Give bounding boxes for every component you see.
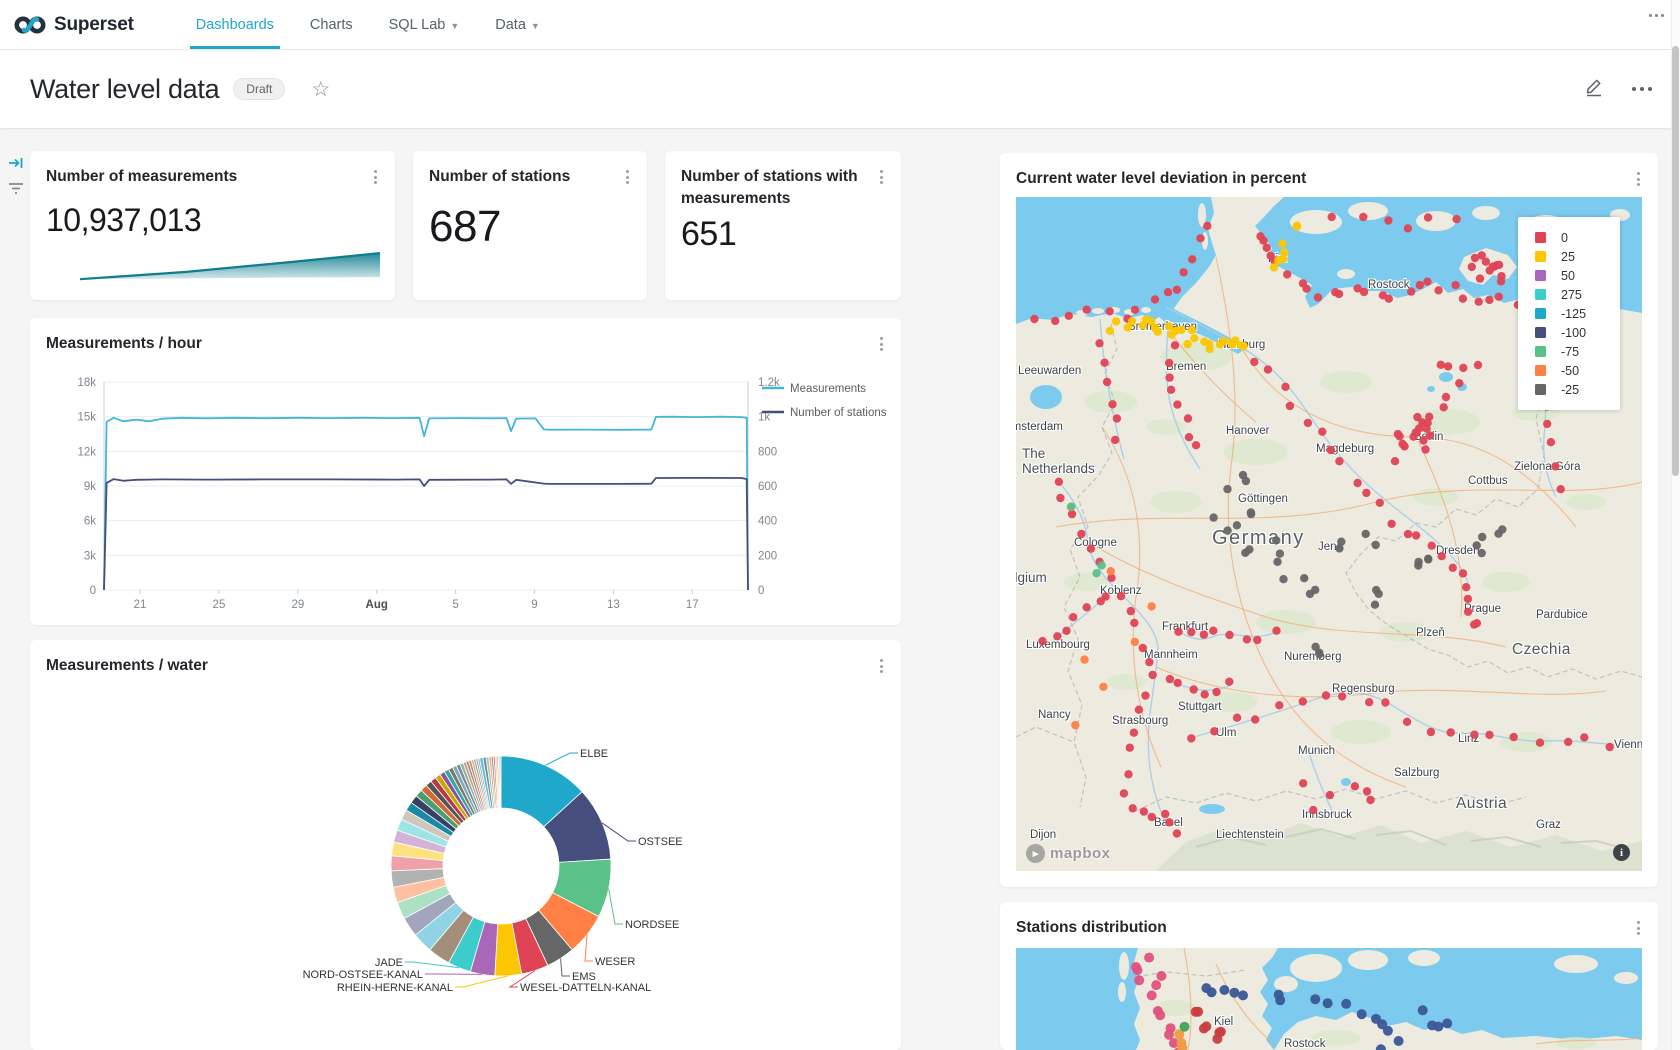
svg-text:15k: 15k <box>77 412 96 424</box>
dashboard-more-menu[interactable] <box>1632 87 1652 91</box>
svg-text:0: 0 <box>758 585 764 597</box>
brand-name: Superset <box>54 13 134 35</box>
edit-pencil-icon[interactable] <box>1584 76 1604 102</box>
chart-title: Measurements / hour <box>46 335 202 352</box>
chart-card-deviation-map: Current water level deviation in percent… <box>1000 153 1658 887</box>
favorite-star-icon[interactable]: ☆ <box>311 77 331 101</box>
draft-badge: Draft <box>233 78 286 100</box>
kebab-menu-icon[interactable] <box>874 333 889 355</box>
svg-text:200: 200 <box>758 550 777 562</box>
superset-logo-icon[interactable] <box>14 0 46 49</box>
kebab-menu-icon[interactable] <box>874 166 889 188</box>
deviation-map-canvas[interactable]: KielRostockBremerhavenHamburgBremenLeeuw… <box>1016 197 1642 871</box>
kebab-menu-icon[interactable] <box>620 166 635 188</box>
donut-slice-label: OSTSEE <box>638 836 683 848</box>
legend-entry: Measurements <box>790 383 866 395</box>
kpi-value: 10,937,013 <box>46 202 202 239</box>
svg-text:0: 0 <box>90 585 96 597</box>
legend-item: 0 <box>1535 228 1620 247</box>
mapbox-attribution: ▸ mapbox <box>1026 844 1111 863</box>
kpi-card-measurements: Number of measurements 10,937,013 <box>30 151 395 300</box>
svg-text:21: 21 <box>134 599 147 611</box>
svg-text:Aug: Aug <box>366 599 388 611</box>
kebab-menu-icon[interactable] <box>368 166 383 188</box>
top-navbar: Superset Dashboards Charts SQL Lab ▼ Data… <box>0 0 1680 50</box>
nav-dashboards[interactable]: Dashboards <box>178 0 292 49</box>
line-chart-canvas: 0 0 3k 200 6k 400 9k 600 12k 800 15k 1k 18k 1.2k 21 25 2… <box>77 377 887 611</box>
legend-item: -100 <box>1535 323 1620 342</box>
svg-text:800: 800 <box>758 446 777 458</box>
legend-item: -50 <box>1535 361 1620 380</box>
kpi-title: Number of stations <box>429 168 571 185</box>
kpi-card-stations: Number of stations 687 <box>413 151 647 300</box>
legend-entry: Number of stations <box>790 407 887 419</box>
page-scrollbar <box>1671 0 1680 1050</box>
kebab-menu-icon[interactable] <box>874 655 889 677</box>
donut-slice-label: EMS <box>572 971 596 983</box>
svg-text:400: 400 <box>758 516 777 528</box>
donut-slice-label: WESER <box>595 956 635 968</box>
kpi-value: 651 <box>681 214 737 253</box>
dashboard-header: Water level data Draft ☆ <box>0 50 1680 128</box>
svg-text:13: 13 <box>607 599 620 611</box>
navbar-overflow-menu[interactable] <box>1649 14 1664 17</box>
chart-card-measurements-per-water: Measurements / water ELBE OSTSEE NORDSEE WE… <box>30 640 901 1050</box>
svg-text:17: 17 <box>686 599 699 611</box>
svg-text:18k: 18k <box>77 377 96 389</box>
donut-slice-label: JADE <box>375 957 403 969</box>
donut-slice-label: WESEL-DATTELN-KANAL <box>520 982 651 994</box>
legend-item: 25 <box>1535 247 1620 266</box>
chevron-down-icon: ▼ <box>450 20 460 31</box>
kpi-title: Number of measurements <box>46 168 238 185</box>
nav-data[interactable]: Data ▼ <box>495 16 540 33</box>
svg-text:1.2k: 1.2k <box>758 377 780 389</box>
chart-title: Stations distribution <box>1016 919 1167 936</box>
chart-title: Current water level deviation in percent <box>1016 170 1307 187</box>
svg-text:3k: 3k <box>84 550 96 562</box>
kpi-card-stations-with-measurements: Number of stations with measurements 651 <box>665 151 901 300</box>
svg-text:9: 9 <box>531 599 537 611</box>
svg-text:25: 25 <box>213 599 226 611</box>
chevron-down-icon: ▼ <box>530 20 540 31</box>
legend-item: -75 <box>1535 342 1620 361</box>
svg-text:5: 5 <box>452 599 458 611</box>
svg-text:12k: 12k <box>77 446 96 458</box>
kebab-menu-icon[interactable] <box>1631 917 1646 939</box>
legend-item: 50 <box>1535 266 1620 285</box>
mapbox-logo-icon: ▸ <box>1026 844 1045 863</box>
main-nav: Dashboards Charts SQL Lab ▼ Data ▼ <box>178 0 558 49</box>
svg-text:600: 600 <box>758 481 777 493</box>
expand-filter-bar-icon[interactable] <box>8 156 24 175</box>
page-title: Water level data <box>30 73 220 104</box>
nav-charts[interactable]: Charts <box>309 16 353 33</box>
donut-slice-label: NORD-OSTSEE-KANAL <box>303 969 423 981</box>
chart-card-measurements-per-hour: Measurements / hour 0 0 3k 200 6k 400 9k 600 12k… <box>30 318 901 625</box>
chart-title: Measurements / water <box>46 657 208 674</box>
chart-card-stations-distribution: Stations distribution Kiel Rostock <box>1000 902 1658 1050</box>
legend-item: -125 <box>1535 304 1620 323</box>
stations-map-canvas[interactable]: Kiel Rostock <box>1016 948 1642 1050</box>
map-dots-layer <box>1131 952 1453 1050</box>
map-legend: 0 25 50 275 -125 -100 -75 -50 -25 <box>1518 217 1620 410</box>
svg-text:9k: 9k <box>84 481 96 493</box>
svg-text:29: 29 <box>291 599 304 611</box>
kpi-value: 687 <box>429 202 501 252</box>
donut-slice-label: NORDSEE <box>625 919 679 931</box>
donut-chart-canvas: ELBE OSTSEE NORDSEE WESER EMSWESEL-DATTELN-K… <box>303 748 683 994</box>
kpi-title: Number of stations with measurements <box>681 168 858 208</box>
mapbox-wordmark: mapbox <box>1050 845 1111 862</box>
svg-text:6k: 6k <box>84 516 96 528</box>
filter-list-icon[interactable] <box>8 181 24 199</box>
svg-text:1k: 1k <box>758 412 770 424</box>
donut-slice-label: ELBE <box>580 748 608 760</box>
donut-slice-label: RHEIN-HERNE-KANAL <box>337 982 453 994</box>
map-info-icon[interactable]: i <box>1613 844 1630 861</box>
legend-item: -25 <box>1535 380 1620 399</box>
scrollbar-thumb[interactable] <box>1672 46 1679 476</box>
kebab-menu-icon[interactable] <box>1631 168 1646 190</box>
legend-item: 275 <box>1535 285 1620 304</box>
nav-sql-lab[interactable]: SQL Lab ▼ <box>388 16 460 33</box>
